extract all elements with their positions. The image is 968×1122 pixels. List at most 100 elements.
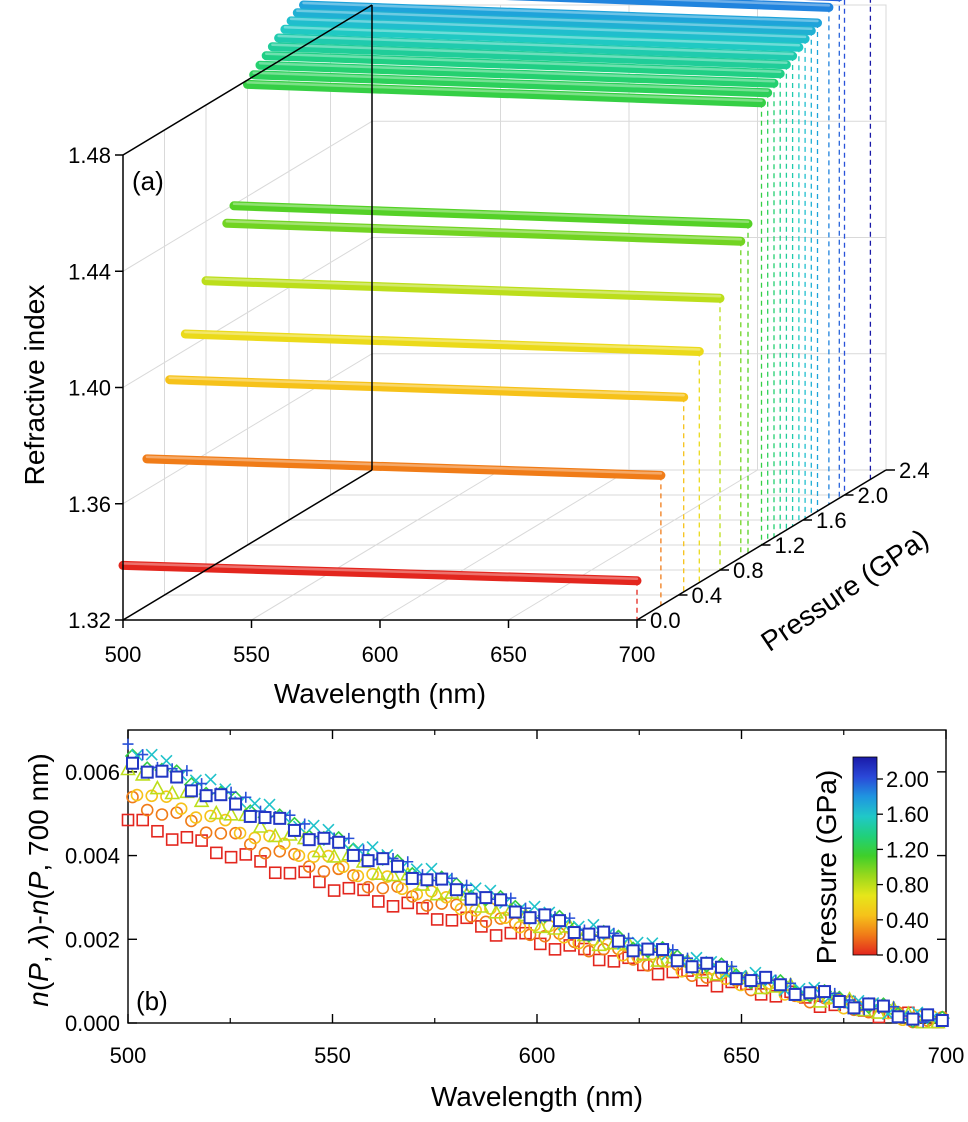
- panel-b-scatter-plot: 500 550 600 650 700 0.000 0.002 0.004 0.006 0.00…: [23, 729, 964, 1112]
- panel-a-y-tick-label: 1.36: [68, 492, 111, 517]
- panel-b-point: [258, 811, 272, 825]
- panel-b-point: [538, 908, 552, 922]
- panel-b-point: [523, 911, 537, 925]
- panel-b-point: [710, 979, 724, 993]
- panel-a-series-line: [261, 51, 785, 79]
- panel-b-point: [214, 827, 228, 840]
- panel-b-point: [547, 920, 563, 935]
- panel-a-series-highlight: [296, 9, 813, 31]
- panel-b-point: [473, 898, 490, 913]
- panel-b-point: [425, 862, 438, 875]
- panel-a-y-tick-label: 1.48: [68, 143, 111, 168]
- panel-b-point: [685, 960, 699, 974]
- panel-b-point: [174, 802, 188, 816]
- panel-a-series-line: [505, 0, 834, 12]
- panel-b-point: [475, 920, 488, 933]
- panel-b-point: [210, 846, 223, 860]
- panel-a-series-highlight: [121, 562, 639, 581]
- panel-b-point: [405, 871, 419, 885]
- panel-a-series-highlight: [232, 202, 750, 224]
- panel-a-z-tick-label: 0.4: [692, 583, 723, 608]
- panel-b-point: [651, 967, 665, 981]
- panel-b-point: [862, 997, 876, 1011]
- panel-b-point: [548, 943, 562, 956]
- colorbar-tick-label: 1.60: [886, 802, 929, 827]
- panel-b-point: [267, 827, 284, 843]
- panel-b-point: [361, 880, 375, 894]
- panel-b-point: [582, 944, 596, 958]
- panel-a-series-highlight: [258, 61, 776, 83]
- panel-b-point: [479, 915, 493, 929]
- panel-b-point: [785, 977, 797, 989]
- panel-b-point: [626, 944, 640, 958]
- panel-b-point: [538, 929, 552, 943]
- colorbar-tick-label: 0.80: [886, 873, 929, 898]
- panel-b-point: [623, 932, 635, 944]
- panel-a-series-line: [267, 42, 791, 70]
- panel-b-point: [208, 804, 225, 820]
- panel-b-point: [140, 765, 154, 779]
- panel-b-point: [611, 934, 625, 948]
- panel-a-series-line: [299, 0, 822, 28]
- panel-b-point: [891, 1010, 905, 1024]
- panel-b-point: [582, 927, 596, 941]
- panel-a-z-tick-label: 0.0: [650, 608, 681, 633]
- panel-b-point: [656, 943, 670, 957]
- panel-b-point: [439, 890, 453, 904]
- panel-b-point: [366, 841, 379, 854]
- panel-b-point: [759, 970, 773, 984]
- panel-b-point: [386, 900, 400, 913]
- panel-b-point: [508, 905, 522, 919]
- panel-b-point: [122, 738, 134, 750]
- panel-b-ylabel: n(P, λ)-n(P, 700 nm): [23, 753, 54, 1006]
- panel-b-point: [591, 936, 608, 952]
- panel-b-point: [199, 826, 213, 840]
- panel-b-point: [361, 854, 375, 868]
- panel-b-point: [327, 884, 341, 897]
- panel-b-point: [505, 892, 517, 904]
- panel-b-xlabel: Wavelength (nm): [431, 1081, 643, 1112]
- panel-b-point: [446, 872, 458, 884]
- panel-b-point: [847, 1001, 861, 1015]
- panel-b-point: [151, 824, 164, 838]
- panel-b-point: [343, 832, 355, 844]
- panel-b-point: [812, 993, 828, 1008]
- panel-b-x-tick-label: 600: [519, 1043, 556, 1068]
- panel-a-series-highlight: [302, 1, 819, 23]
- panel-b-point: [225, 786, 237, 798]
- panel-a-series-highlight: [246, 81, 763, 102]
- panel-b-point: [376, 881, 390, 895]
- panel-b-point: [336, 860, 350, 874]
- panel-b-point: [317, 831, 331, 845]
- panel-b-point: [788, 987, 802, 1001]
- panel-b-point: [385, 866, 401, 882]
- panel-b-point: [165, 833, 179, 846]
- panel-b-point: [450, 898, 463, 912]
- panel-a-series-line: [292, 8, 816, 36]
- panel-b-point: [137, 749, 149, 761]
- panel-b-point: [667, 944, 679, 956]
- panel-b-point: [252, 818, 269, 833]
- panel-a-x-tick-label: 500: [105, 642, 142, 667]
- colorbar-tick-label: 2.00: [886, 767, 929, 792]
- panel-b-point: [155, 808, 169, 821]
- panel-a-series-line: [280, 24, 804, 52]
- panel-a-x-tick-label: 650: [490, 642, 527, 667]
- panel-b-point: [376, 852, 390, 866]
- panel-b-point: [263, 798, 276, 811]
- panel-b-series: [125, 756, 949, 1028]
- panel-b-point: [284, 809, 296, 821]
- panel-b-point: [532, 918, 549, 934]
- panel-b-point: [552, 914, 566, 928]
- panel-a-series-highlight: [184, 330, 701, 351]
- panel-b-point: [199, 789, 213, 803]
- panel-b-point: [248, 797, 261, 810]
- panel-b-point: [803, 986, 817, 1000]
- panel-a-frame-edge: [122, 4, 373, 156]
- panel-a-series-highlight: [145, 455, 663, 475]
- panel-a-series-line: [249, 70, 773, 98]
- panel-b-point: [370, 865, 387, 881]
- panel-a-series-highlight: [283, 26, 801, 47]
- panel-b-point: [180, 830, 194, 844]
